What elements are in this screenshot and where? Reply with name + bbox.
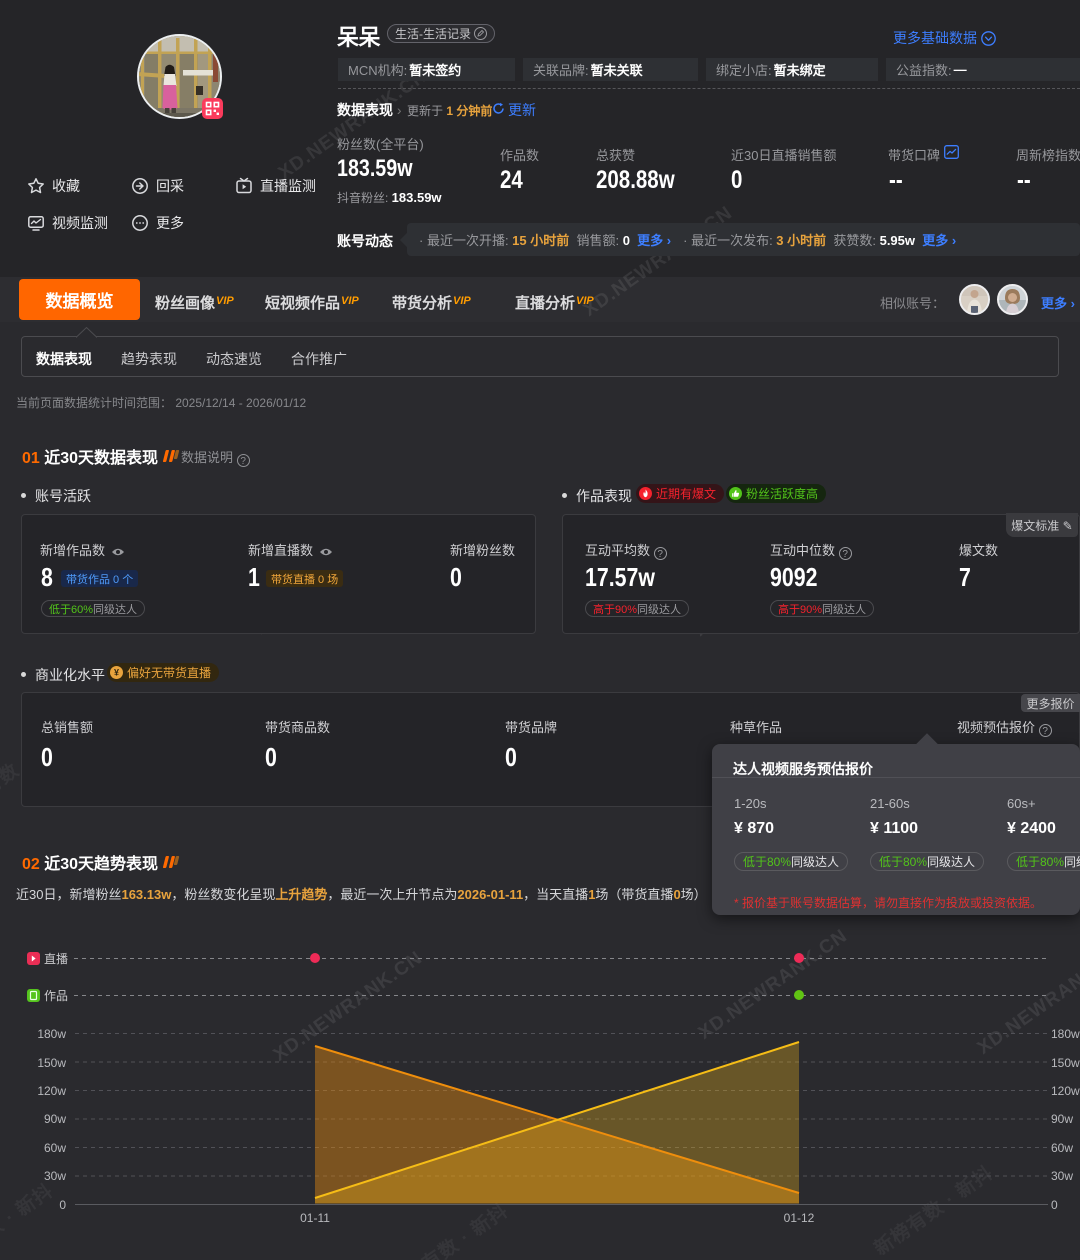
svg-text:150w: 150w [37, 1056, 66, 1070]
svg-text:90w: 90w [44, 1112, 66, 1126]
svg-text:120w: 120w [37, 1084, 66, 1098]
svg-text:01-11: 01-11 [300, 1211, 330, 1225]
svg-text:0: 0 [59, 1198, 66, 1212]
svg-text:0: 0 [1051, 1198, 1058, 1212]
svg-text:30w: 30w [44, 1169, 66, 1183]
svg-text:90w: 90w [1051, 1112, 1073, 1126]
svg-text:01-12: 01-12 [784, 1211, 815, 1225]
svg-text:直播: 直播 [44, 952, 68, 966]
svg-text:120w: 120w [1051, 1084, 1080, 1098]
svg-text:60w: 60w [44, 1141, 66, 1155]
svg-text:180w: 180w [37, 1027, 66, 1041]
svg-text:作品: 作品 [44, 989, 68, 1003]
svg-text:¥: ¥ [114, 668, 119, 678]
svg-text:180w: 180w [1051, 1027, 1080, 1041]
svg-text:30w: 30w [1051, 1169, 1073, 1183]
svg-text:150w: 150w [1051, 1056, 1080, 1070]
svg-text:60w: 60w [1051, 1141, 1073, 1155]
